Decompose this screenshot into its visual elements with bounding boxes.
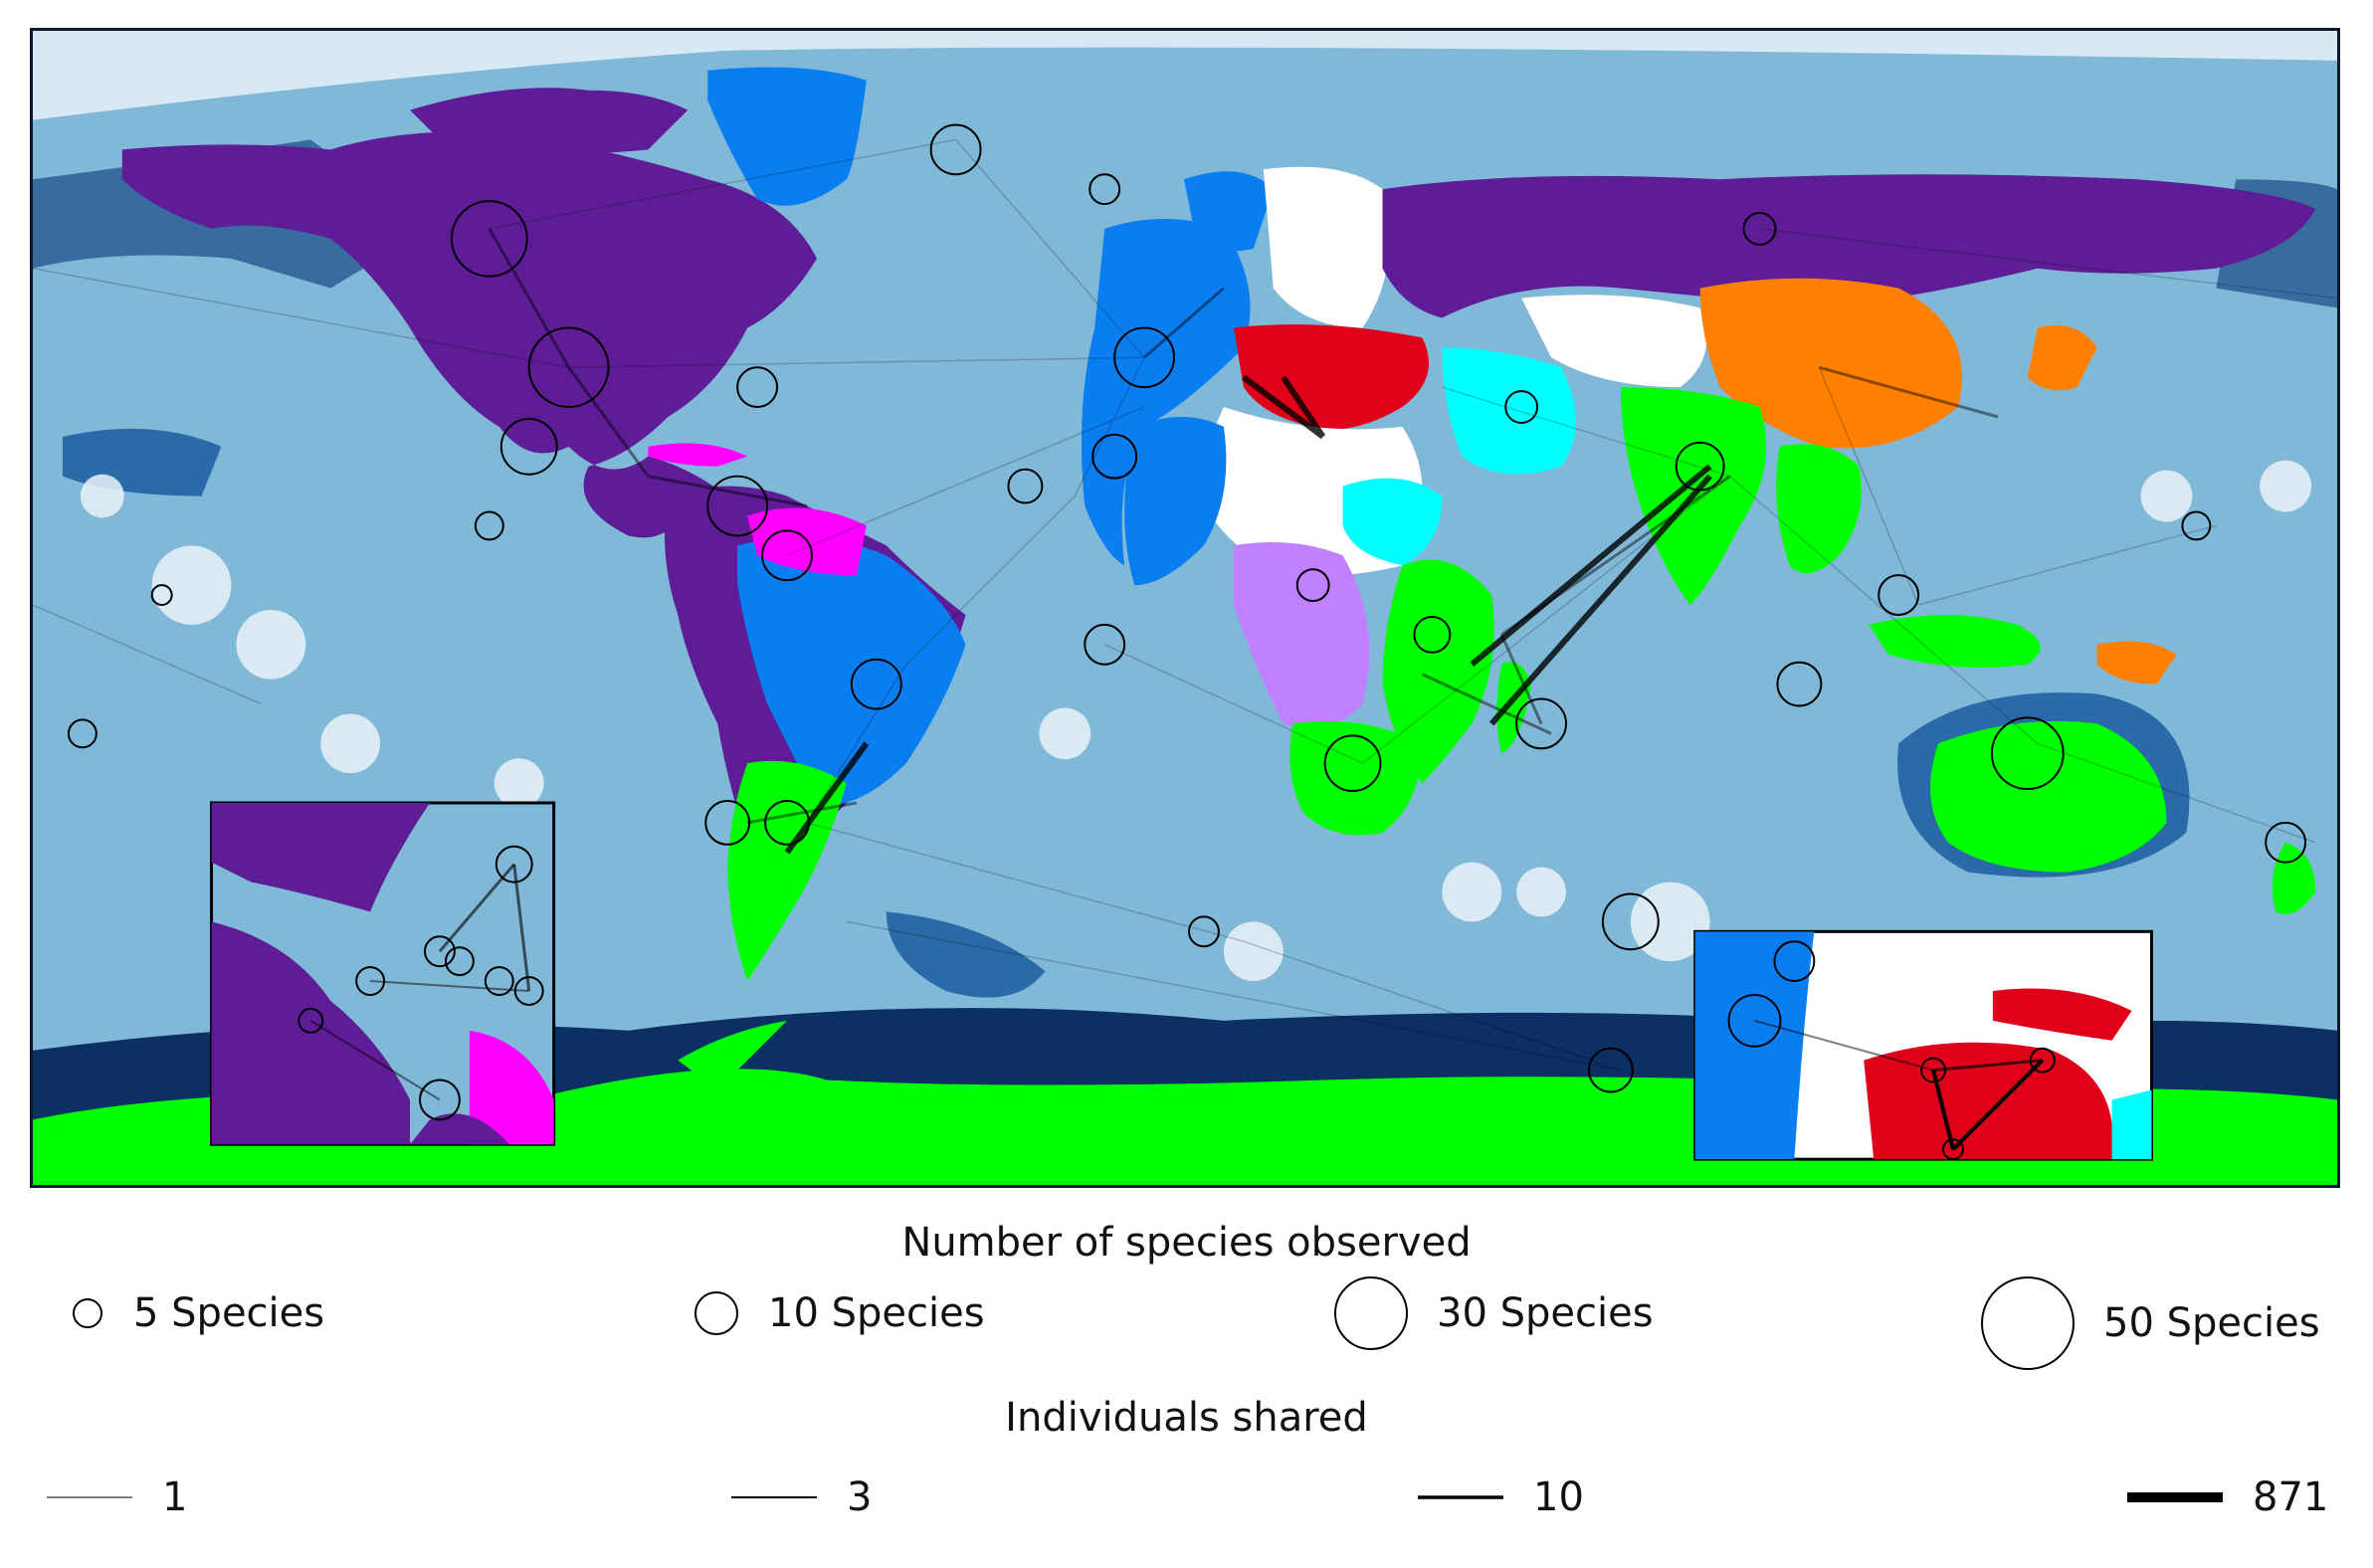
species-legend-label: 10 Species xyxy=(768,1290,985,1336)
line-1-icon xyxy=(47,1496,132,1498)
north-america xyxy=(121,131,817,538)
circle-5-icon xyxy=(73,1298,102,1328)
japan-orange xyxy=(2027,324,2097,391)
shared-legend: 1 3 10 871 xyxy=(0,1463,2373,1562)
shared-legend-item: 1 xyxy=(45,1463,187,1532)
greenland xyxy=(707,67,867,206)
middle-east-cyan xyxy=(1442,347,1576,475)
central-africa-lavender xyxy=(1233,542,1370,731)
caribbean-islands xyxy=(648,443,748,467)
indonesia-green xyxy=(1869,614,2041,669)
circle-30-icon xyxy=(1334,1276,1408,1350)
site-markers xyxy=(67,123,2307,1093)
southern-africa-green xyxy=(1289,720,1423,836)
line-871-icon xyxy=(2127,1492,2223,1502)
new-guinea-orange xyxy=(2096,641,2177,685)
russia-purple xyxy=(1382,174,2316,318)
sahel-cyan xyxy=(1342,478,1443,566)
central-asia-white xyxy=(1521,294,1707,388)
europe-white xyxy=(1263,166,1390,328)
china-orange xyxy=(1699,278,1962,449)
line-10-icon xyxy=(1418,1495,1503,1499)
canadian-archipelago xyxy=(410,88,689,155)
new-zealand xyxy=(2272,842,2316,914)
antarctic-peninsula xyxy=(678,1020,788,1090)
species-legend: 5 Species 10 Species 30 Species 50 Speci… xyxy=(0,1275,2373,1375)
shared-legend-item: 3 xyxy=(729,1463,872,1532)
shared-legend-title: Individuals shared xyxy=(1005,1395,1368,1441)
east-africa-green xyxy=(1382,559,1494,784)
brazil xyxy=(737,537,966,805)
shared-legend-label: 1 xyxy=(162,1474,188,1520)
scandinavia xyxy=(1184,171,1274,252)
map-canvas xyxy=(33,31,2337,1185)
west-africa-blue xyxy=(1124,416,1227,586)
shared-legend-label: 3 xyxy=(847,1474,873,1520)
australia xyxy=(1930,720,2167,873)
caribbean-inset xyxy=(210,801,556,1146)
shared-legend-item: 10 xyxy=(1416,1463,1584,1532)
world-map xyxy=(30,28,2340,1188)
circle-50-icon xyxy=(1981,1276,2075,1370)
shared-legend-label: 871 xyxy=(2253,1474,2329,1520)
line-3-icon xyxy=(731,1496,817,1498)
south-atlantic-zone xyxy=(886,911,1046,998)
species-legend-label: 50 Species xyxy=(2103,1300,2320,1346)
arctic-halo xyxy=(33,31,2337,120)
species-legend-label: 5 Species xyxy=(133,1290,325,1336)
connection-network xyxy=(33,138,2337,1072)
shared-legend-label: 10 xyxy=(1533,1474,1584,1520)
mediterranean-inset xyxy=(1693,929,2153,1161)
species-legend-item: 30 Species xyxy=(1333,1275,1654,1351)
island-halos xyxy=(80,460,2312,982)
species-legend-label: 30 Species xyxy=(1437,1290,1654,1336)
species-legend-item: 5 Species xyxy=(70,1275,324,1351)
species-legend-item: 10 Species xyxy=(692,1275,985,1351)
species-legend-title: Number of species observed xyxy=(901,1220,1472,1266)
species-legend-item: 50 Species xyxy=(1980,1275,2320,1371)
europe-blue xyxy=(1081,219,1251,566)
southeast-asia-green xyxy=(1776,444,1862,574)
shared-legend-item: 871 xyxy=(2125,1463,2328,1532)
circle-10-icon xyxy=(694,1291,738,1335)
